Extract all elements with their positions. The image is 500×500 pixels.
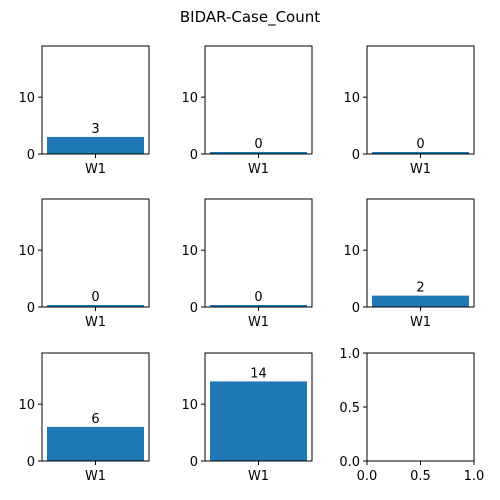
bar: [210, 381, 307, 461]
axes-frame: [366, 352, 475, 462]
subplot-1: 3 W1 0 10: [18, 45, 150, 177]
x-tick-label: W1: [85, 162, 106, 177]
y-tick-label: 0: [352, 301, 360, 316]
bar: [210, 152, 307, 154]
y-tick-label: 0: [352, 148, 360, 163]
axes-frame: [204, 352, 313, 462]
x-tick-label: 1.0: [464, 469, 485, 484]
axes-frame: [204, 198, 313, 308]
data-label: 14: [250, 366, 267, 381]
chart-title: BIDAR-Case_Count: [180, 8, 320, 27]
x-tick-label: W1: [248, 162, 269, 177]
axes-frame: [41, 198, 150, 308]
bar: [372, 152, 469, 154]
y-tick-label: 10: [181, 244, 198, 259]
data-label: 0: [416, 137, 424, 152]
y-tick-label: 0: [27, 301, 35, 316]
x-tick-label: W1: [85, 469, 106, 484]
data-label: 6: [91, 412, 99, 427]
subplot-5: 0 W1 0 10: [181, 198, 313, 330]
x-tick-label: W1: [410, 315, 431, 330]
bar: [372, 295, 469, 307]
bar: [47, 305, 144, 307]
bar: [210, 305, 307, 307]
data-label: 3: [91, 122, 99, 137]
data-label: 0: [91, 290, 99, 305]
subplot-3: 0 W1 0 10: [343, 45, 475, 177]
subplot-6: 2 W1 0 10: [343, 198, 475, 330]
y-tick-label: 10: [181, 398, 198, 413]
bar: [47, 136, 144, 154]
y-tick-label: 0: [190, 301, 198, 316]
subplot-2: 0 W1 0 10: [181, 45, 313, 177]
axes-frame: [366, 45, 475, 155]
x-tick-label: W1: [85, 315, 106, 330]
x-tick-label: 0.0: [357, 469, 378, 484]
data-label: 0: [254, 137, 262, 152]
subplot-7: 6 W1 0 10: [18, 352, 150, 484]
y-tick-label: 0: [190, 148, 198, 163]
x-tick-label: W1: [410, 162, 431, 177]
subplot-8: 14 W1 0 10: [181, 352, 313, 484]
y-tick-label: 0: [27, 455, 35, 470]
x-tick-label: W1: [248, 469, 269, 484]
y-tick-label: 10: [343, 244, 360, 259]
y-tick-label: 10: [181, 91, 198, 106]
bar: [47, 426, 144, 461]
y-tick-label: 0.0: [339, 455, 360, 470]
y-tick-label: 10: [18, 91, 35, 106]
y-tick-label: 0.5: [339, 401, 360, 416]
x-tick-label: 0.5: [410, 469, 431, 484]
data-label: 2: [416, 281, 424, 296]
axes-frame: [41, 45, 150, 155]
subplot-4: 0 W1 0 10: [18, 198, 150, 330]
y-tick-label: 0: [27, 148, 35, 163]
axes-frame: [41, 352, 150, 462]
y-tick-label: 0: [190, 455, 198, 470]
y-tick-label: 10: [18, 398, 35, 413]
data-label: 0: [254, 290, 262, 305]
y-tick-label: 1.0: [339, 347, 360, 362]
x-tick-label: W1: [248, 315, 269, 330]
y-tick-label: 10: [343, 91, 360, 106]
y-tick-label: 10: [18, 244, 35, 259]
axes-frame: [204, 45, 313, 155]
subplot-9: 0.00.0 0.5 0.5 1.0 1.0: [339, 347, 484, 484]
axes-frame: [366, 198, 475, 308]
